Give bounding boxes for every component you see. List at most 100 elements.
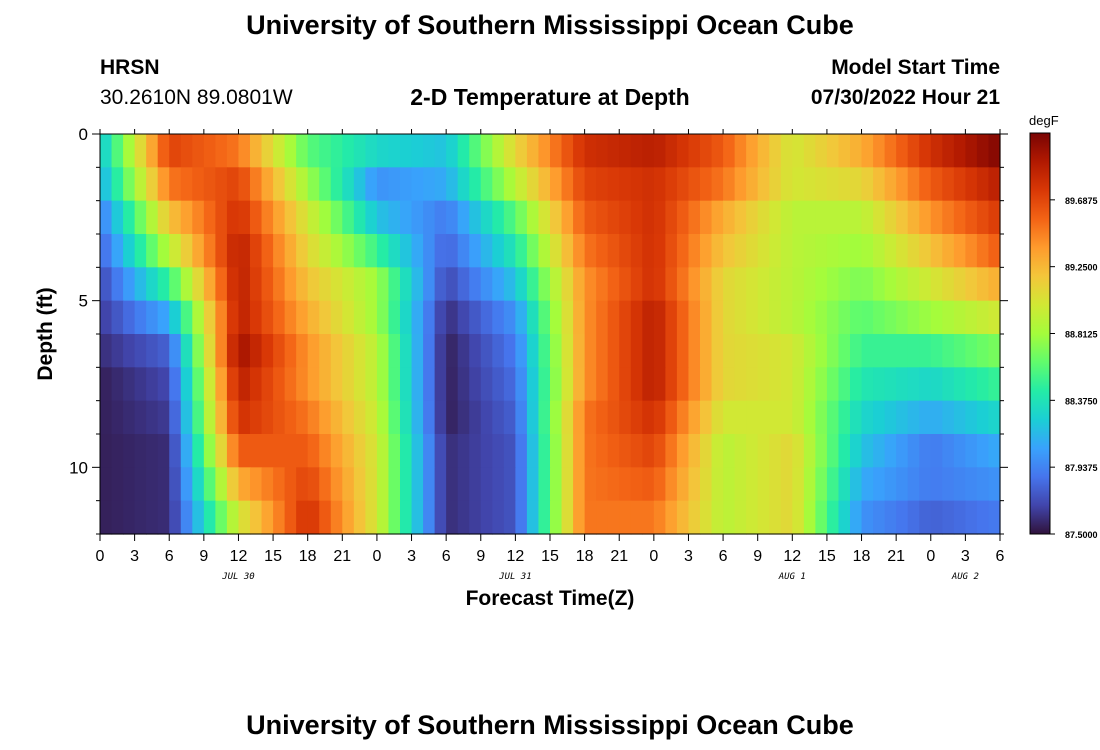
- heatmap-cell: [630, 200, 643, 235]
- heatmap-cell: [134, 267, 147, 302]
- heatmap-cell: [896, 467, 909, 502]
- heatmap-cell: [492, 334, 505, 368]
- y-tick-label: 10: [69, 458, 88, 477]
- heatmap-cell: [619, 500, 632, 535]
- heatmap-cell: [965, 334, 978, 368]
- heatmap-cell: [919, 200, 932, 235]
- heatmap-cell: [342, 334, 355, 368]
- heatmap-cell: [180, 334, 193, 368]
- heatmap-cell: [446, 200, 459, 235]
- heatmap-cell: [423, 200, 436, 235]
- heatmap-cell: [423, 134, 436, 168]
- heatmap-cell: [873, 500, 886, 535]
- heatmap-cell: [988, 334, 1001, 368]
- heatmap-cell: [319, 167, 332, 202]
- heatmap-cell: [100, 167, 113, 202]
- heatmap-cell: [561, 367, 574, 402]
- heatmap-cell: [538, 267, 551, 302]
- heatmap-cell: [111, 167, 124, 202]
- heatmap-cell: [238, 367, 251, 402]
- heatmap-cell: [261, 200, 274, 235]
- heatmap-cell: [976, 434, 990, 468]
- date-label: AUG 1: [778, 572, 806, 582]
- heatmap-cell: [884, 200, 897, 235]
- heatmap-cell: [319, 334, 332, 368]
- heatmap-cell: [388, 367, 401, 402]
- heatmap-cell: [907, 134, 920, 168]
- heatmap-cell: [446, 467, 459, 502]
- heatmap-cell: [526, 167, 540, 202]
- heatmap-cell: [550, 467, 563, 502]
- heatmap-cell: [469, 467, 482, 502]
- heatmap-cell: [330, 400, 343, 435]
- heatmap-cell: [688, 134, 701, 168]
- heatmap-cell: [769, 200, 782, 235]
- station-coordinates: 30.2610N 89.0801W: [100, 86, 293, 109]
- heatmap-cell: [261, 434, 274, 468]
- heatmap-cell: [169, 467, 182, 502]
- heatmap-cell: [561, 234, 574, 268]
- heatmap-cell: [873, 267, 886, 302]
- heatmap-cell: [757, 300, 770, 335]
- heatmap-cell: [734, 500, 747, 535]
- heatmap-cell: [550, 234, 563, 268]
- heatmap-cell: [688, 300, 701, 335]
- heatmap-cell: [630, 134, 643, 168]
- heatmap-cell: [284, 300, 297, 335]
- heatmap-cell: [884, 500, 897, 535]
- heatmap-cell: [757, 400, 770, 435]
- heatmap-cell: [850, 234, 863, 268]
- heatmap-cell: [538, 234, 551, 268]
- heatmap-cell: [896, 234, 909, 268]
- heatmap-cell: [226, 300, 240, 335]
- heatmap-cell: [919, 134, 932, 168]
- heatmap-cell: [573, 200, 586, 235]
- heatmap-cell: [192, 400, 205, 435]
- heatmap-cell: [100, 500, 113, 535]
- x-tick-label: 6: [442, 548, 451, 565]
- heatmap-cell: [480, 334, 493, 368]
- heatmap-cell: [792, 200, 805, 235]
- heatmap-cell: [376, 200, 390, 235]
- heatmap-cell: [376, 500, 390, 535]
- heatmap-cell: [319, 200, 332, 235]
- heatmap-cell: [769, 500, 782, 535]
- heatmap-cell: [653, 400, 666, 435]
- heatmap-cell: [492, 134, 505, 168]
- heatmap-cell: [803, 500, 816, 535]
- heatmap-cell: [457, 367, 470, 402]
- heatmap-cell: [457, 434, 470, 468]
- heatmap-cell: [446, 167, 459, 202]
- heatmap-cell: [711, 134, 724, 168]
- heatmap-cell: [884, 234, 897, 268]
- heatmap-cell: [330, 134, 343, 168]
- heatmap-cell: [342, 434, 355, 468]
- heatmap-cell: [815, 134, 828, 168]
- heatmap-cell: [676, 234, 690, 268]
- heatmap-cell: [746, 234, 759, 268]
- y-axis-label: Depth (ft): [34, 287, 57, 380]
- heatmap-cell: [526, 234, 540, 268]
- heatmap-cell: [780, 367, 793, 402]
- heatmap-cell: [273, 300, 286, 335]
- heatmap-cell: [630, 234, 643, 268]
- heatmap-cell: [665, 267, 678, 302]
- heatmap-cell: [826, 434, 840, 468]
- heatmap-cell: [942, 367, 955, 402]
- heatmap-cell: [619, 267, 632, 302]
- station-name: HRSN: [100, 56, 160, 79]
- heatmap-cell: [676, 167, 690, 202]
- heatmap-cell: [307, 367, 320, 402]
- heatmap-cell: [353, 234, 366, 268]
- heatmap-cell: [365, 300, 378, 335]
- heatmap-cell: [192, 434, 205, 468]
- heatmap-cell: [930, 134, 943, 168]
- heatmap-cell: [180, 200, 193, 235]
- heatmap-cell: [492, 167, 505, 202]
- heatmap-cell: [342, 300, 355, 335]
- heatmap-cell: [815, 267, 828, 302]
- heatmap-cell: [884, 334, 897, 368]
- heatmap-cell: [226, 200, 240, 235]
- heatmap-cell: [942, 167, 955, 202]
- heatmap-cell: [596, 434, 609, 468]
